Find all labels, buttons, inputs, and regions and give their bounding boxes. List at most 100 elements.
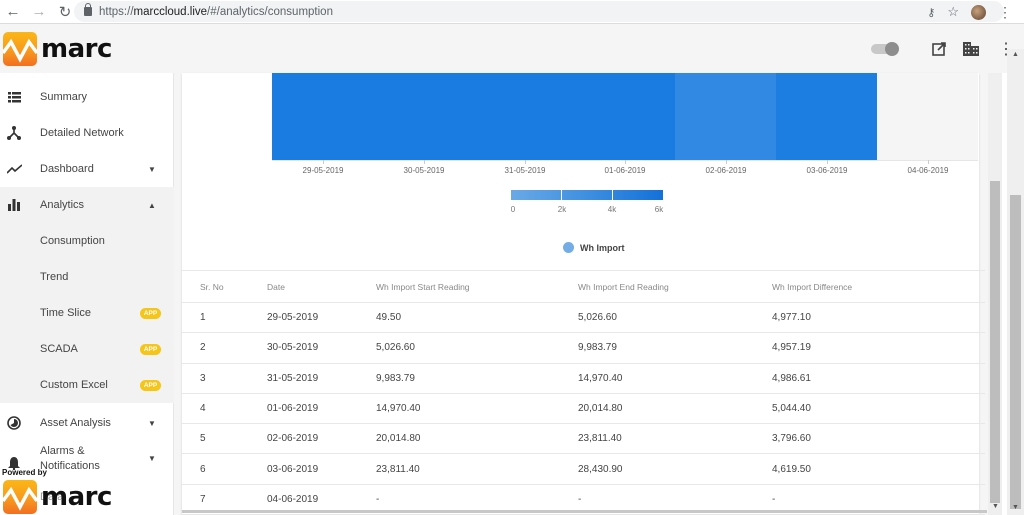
cell-sr-no: 7 — [182, 484, 267, 515]
bar-chart-icon — [6, 197, 22, 213]
sidebar-item-dashboard[interactable]: Dashboard ▼ — [0, 151, 174, 187]
reload-icon: ↻ — [58, 3, 72, 21]
x-tick-label: 01-06-2019 — [604, 166, 646, 175]
open-external-button[interactable] — [924, 41, 954, 56]
cell-date: 02-06-2019 — [267, 423, 376, 455]
heatmap-cell[interactable] — [372, 73, 474, 160]
cell-date: 04-06-2019 — [267, 484, 376, 515]
heatmap-cell[interactable] — [473, 73, 575, 160]
sidebar-item-label: Consumption — [40, 235, 105, 247]
content-scrollbar-thumb[interactable] — [990, 181, 1000, 503]
sidebar-item-label: Custom Excel — [40, 379, 108, 391]
bell-icon — [6, 455, 22, 471]
url-path: /#/analytics/consumption — [207, 5, 333, 18]
table-row: 1 29-05-2019 49.50 5,026.60 4,977.10 — [182, 302, 985, 334]
cell-sr-no: 5 — [182, 423, 267, 455]
cell-date: 31-05-2019 — [267, 363, 376, 394]
sidebar-item-asset-analysis[interactable]: Asset Analysis ▼ — [0, 405, 174, 441]
profile-avatar[interactable] — [971, 4, 986, 20]
sidebar-item-label-line2: Notifications — [40, 460, 100, 472]
page-scrollbar-thumb[interactable] — [1010, 195, 1021, 509]
color-scale-label: 2k — [557, 205, 567, 214]
footer-brand-logo: marc — [3, 480, 112, 514]
cell-start-reading: 14,970.40 — [376, 393, 578, 425]
marc-logo-icon — [3, 480, 37, 514]
sidebar: Summary Detailed Network Dashboard ▼ Ana… — [0, 73, 174, 515]
reload-button[interactable]: ↻ — [54, 1, 76, 23]
scroll-down-arrow-icon[interactable]: ▼ — [1012, 504, 1019, 511]
bookmark-star-icon[interactable]: ☆ — [947, 4, 959, 19]
cell-date: 01-06-2019 — [267, 393, 376, 425]
chart-legend-item[interactable]: Wh Import — [563, 242, 625, 253]
arrow-left-icon: ← — [5, 3, 21, 20]
x-tick-label: 29-05-2019 — [302, 166, 344, 175]
cell-end-reading: 28,430.90 — [578, 453, 772, 485]
heatmap-cell[interactable] — [675, 73, 776, 160]
content-scrollbar[interactable]: ▼ — [988, 73, 1002, 515]
heatmap-cell[interactable] — [272, 73, 373, 160]
organization-button[interactable] — [956, 41, 986, 56]
browser-toolbar: ← → ↻ https://marccloud.live/#/analytics… — [0, 0, 1024, 24]
app-header: marc ⋮ — [0, 24, 1024, 73]
cell-difference: - — [772, 484, 985, 515]
pie-icon — [6, 415, 22, 431]
column-header-sr-no[interactable]: Sr. No — [182, 270, 267, 303]
powered-by-label: Powered by — [2, 468, 47, 477]
cell-sr-no: 4 — [182, 393, 267, 425]
marc-logo-icon — [3, 31, 37, 66]
address-bar[interactable]: https://marccloud.live/#/analytics/consu… — [74, 1, 1004, 22]
forward-button[interactable]: → — [28, 1, 50, 23]
cell-sr-no: 2 — [182, 332, 267, 364]
column-header-end-reading[interactable]: Wh Import End Reading — [578, 270, 772, 303]
main-content: 29-05-2019 30-05-2019 31-05-2019 01-06-2… — [174, 73, 988, 515]
theme-toggle[interactable] — [871, 41, 899, 56]
footer-brand-name: marc — [41, 482, 112, 512]
sidebar-item-scada[interactable]: SCADA APP — [0, 331, 174, 367]
color-scale-label: 4k — [607, 205, 617, 214]
open-in-new-icon — [932, 41, 946, 56]
sidebar-item-detailed-network[interactable]: Detailed Network — [0, 115, 174, 151]
color-scale-label: 0 — [510, 205, 516, 214]
sidebar-item-summary[interactable]: Summary — [0, 79, 174, 115]
cell-end-reading: 5,026.60 — [578, 302, 772, 334]
app-badge: APP — [140, 307, 161, 319]
sidebar-item-analytics[interactable]: Analytics ▲ — [0, 187, 174, 223]
sidebar-item-label: Alarms & — [40, 445, 85, 457]
column-header-date[interactable]: Date — [267, 270, 376, 303]
sidebar-item-consumption[interactable]: Consumption — [0, 223, 174, 259]
sidebar-item-data[interactable]: Data — [0, 479, 174, 515]
table-row: 3 31-05-2019 9,983.79 14,970.40 4,986.61 — [182, 363, 985, 394]
chevron-down-icon: ▼ — [148, 454, 156, 463]
list-icon — [6, 89, 22, 105]
table-row: 6 03-06-2019 23,811.40 28,430.90 4,619.5… — [182, 453, 985, 485]
scroll-down-arrow-icon[interactable]: ▼ — [992, 503, 999, 510]
table-row: 4 01-06-2019 14,970.40 20,014.80 5,044.4… — [182, 393, 985, 425]
cell-start-reading: 49.50 — [376, 302, 578, 334]
table-header-row: Sr. No Date Wh Import Start Reading Wh I… — [182, 270, 985, 303]
page-scrollbar[interactable]: ▲ ▼ — [1007, 49, 1024, 515]
cell-date: 03-06-2019 — [267, 453, 376, 485]
heatmap-cell[interactable] — [574, 73, 676, 160]
sidebar-item-trend[interactable]: Trend — [0, 259, 174, 295]
sidebar-item-custom-excel[interactable]: Custom Excel APP — [0, 367, 174, 403]
column-header-start-reading[interactable]: Wh Import Start Reading — [376, 270, 578, 303]
back-button[interactable]: ← — [2, 1, 24, 23]
sidebar-item-label: Data — [40, 491, 64, 503]
cell-start-reading: 23,811.40 — [376, 453, 578, 485]
browser-menu-icon[interactable]: ⋮ — [998, 4, 1012, 20]
sidebar-item-time-slice[interactable]: Time Slice APP — [0, 295, 174, 331]
cell-start-reading: - — [376, 484, 578, 515]
heatmap-cell[interactable] — [776, 73, 877, 160]
sidebar-item-label: Dashboard — [40, 163, 94, 175]
cell-end-reading: 9,983.79 — [578, 332, 772, 364]
column-header-difference[interactable]: Wh Import Difference — [772, 270, 985, 303]
sidebar-item-label: Time Slice — [40, 307, 91, 319]
sidebar-item-alarms-notifications[interactable]: Alarms & Notifications ▼ — [0, 441, 174, 479]
sidebar-item-label: Trend — [40, 271, 69, 283]
cell-sr-no: 6 — [182, 453, 267, 485]
brand-logo[interactable]: marc — [3, 31, 112, 66]
legend-dot-icon — [563, 242, 574, 253]
table-row: 2 30-05-2019 5,026.60 9,983.79 4,957.19 — [182, 332, 985, 364]
scroll-up-arrow-icon[interactable]: ▲ — [1012, 51, 1019, 58]
key-icon[interactable]: ⚷ — [927, 6, 936, 19]
